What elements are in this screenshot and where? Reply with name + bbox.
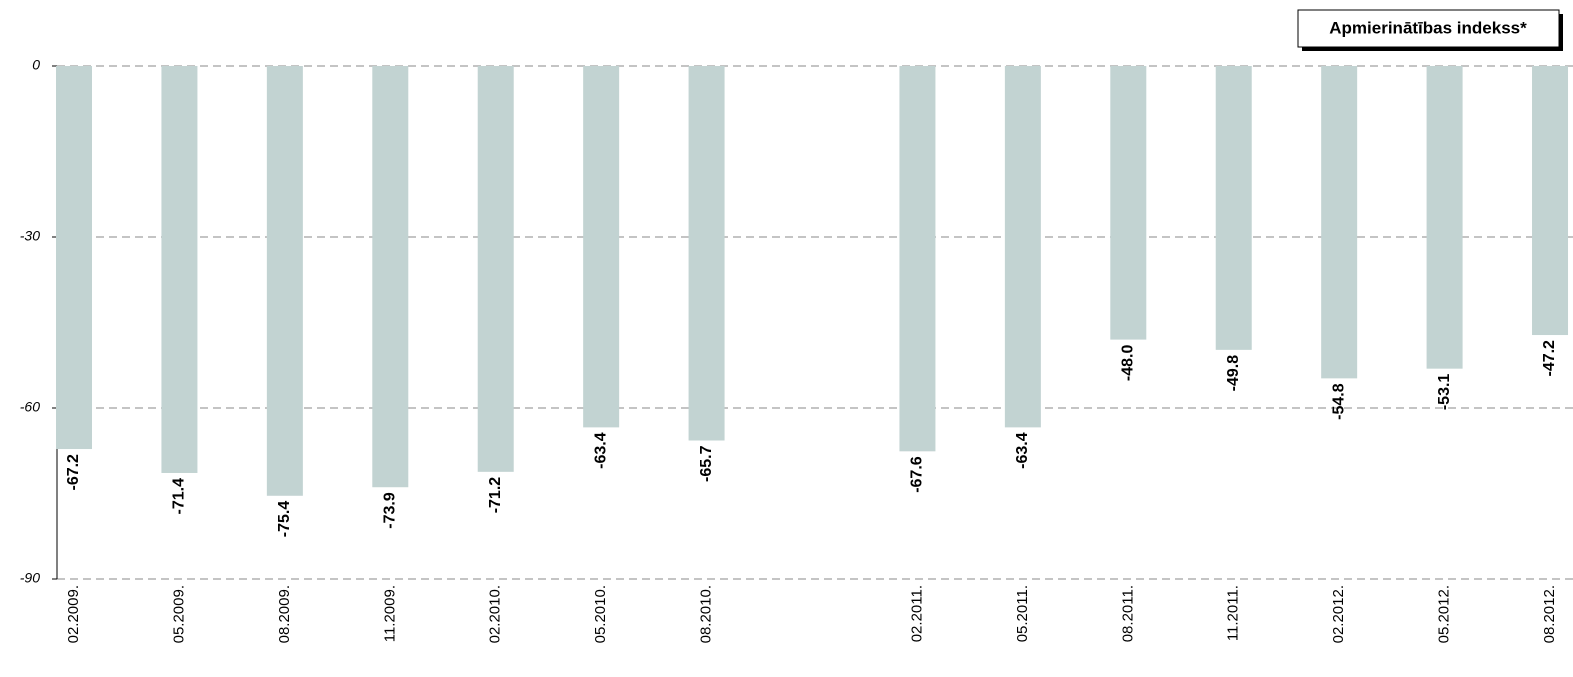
x-tick-label: 02.2009. <box>65 585 82 643</box>
bar <box>1426 66 1463 369</box>
x-tick-label: 08.2012. <box>1541 585 1558 643</box>
bar <box>688 66 725 441</box>
bar <box>372 66 409 488</box>
value-label: -67.2 <box>65 454 82 491</box>
x-tick-label: 02.2012. <box>1330 585 1347 643</box>
legend-box <box>1297 9 1560 48</box>
value-label: -63.4 <box>1014 432 1031 469</box>
value-label: -67.6 <box>909 456 926 493</box>
y-tick-label: -30 <box>20 228 40 244</box>
value-label: -63.4 <box>592 432 609 469</box>
bar <box>1532 66 1569 336</box>
value-label: -73.9 <box>382 492 399 529</box>
x-tick-label: 11.2009. <box>381 585 398 642</box>
value-label: -75.4 <box>276 501 293 538</box>
bar <box>477 66 514 472</box>
bar <box>1215 66 1252 350</box>
x-tick-label: 02.2010. <box>487 585 504 643</box>
value-label: -53.1 <box>1436 374 1453 411</box>
value-label: -71.2 <box>487 477 504 514</box>
y-tick-label: -90 <box>20 570 40 586</box>
x-tick-label: 05.2011. <box>1014 585 1031 642</box>
bar <box>56 66 92 450</box>
value-label: -47.2 <box>1541 340 1558 377</box>
bar <box>1110 66 1147 340</box>
value-label: -49.8 <box>1225 355 1242 392</box>
y-tick-label: 0 <box>32 57 40 73</box>
x-tick-label: 11.2011. <box>1225 585 1242 641</box>
bar <box>161 66 198 473</box>
bar <box>1321 66 1358 379</box>
x-tick-label: 08.2010. <box>698 585 715 643</box>
bar <box>899 66 936 452</box>
x-tick-label: 05.2010. <box>592 585 609 643</box>
value-label: -71.4 <box>171 478 188 515</box>
legend-label: Apmierinātības indekss* <box>1329 18 1527 37</box>
bar <box>583 66 620 428</box>
x-tick-label: 05.2009. <box>170 585 187 643</box>
y-tick-label: -60 <box>20 399 40 415</box>
x-tick-label: 02.2011. <box>908 585 925 642</box>
x-tick-label: 05.2012. <box>1436 585 1453 643</box>
value-label: -65.7 <box>698 445 715 482</box>
value-label: -48.0 <box>1120 344 1137 381</box>
x-tick-label: 08.2009. <box>276 585 293 643</box>
value-label: -54.8 <box>1330 383 1347 420</box>
bar <box>1004 66 1041 428</box>
bar <box>266 66 303 496</box>
x-tick-label: 08.2011. <box>1119 585 1136 642</box>
